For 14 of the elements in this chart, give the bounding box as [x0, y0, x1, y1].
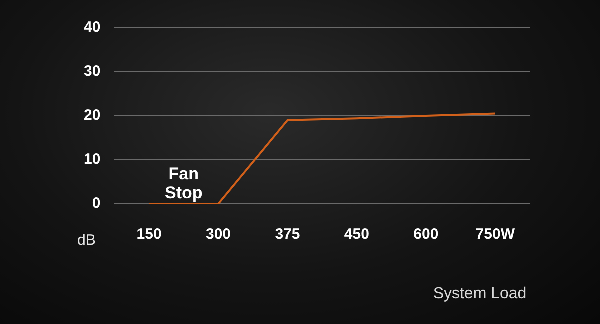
y-tick-label: 10: [84, 151, 101, 168]
x-tick-label: 750W: [476, 226, 516, 244]
y-tick-label: 30: [84, 63, 101, 80]
x-tick-label: 150: [136, 226, 162, 244]
x-tick-label: 450: [344, 226, 370, 244]
y-tick-label: 40: [84, 19, 101, 36]
annotation: Fan Stop: [165, 164, 203, 203]
x-tick-label: 375: [275, 226, 300, 244]
y-tick-label: 20: [84, 107, 101, 124]
y-axis-title: dB: [78, 232, 96, 250]
x-axis-title: System Load: [433, 285, 527, 302]
x-tick-label: 600: [414, 226, 439, 244]
x-tick-label: 300: [206, 226, 232, 244]
y-tick-label: 0: [92, 195, 101, 212]
